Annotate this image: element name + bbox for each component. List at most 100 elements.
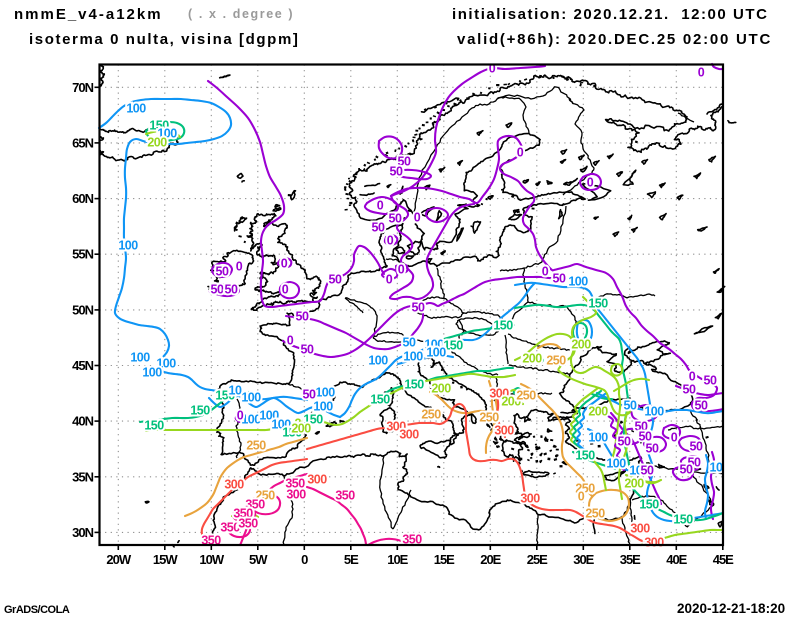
svg-text:0: 0 bbox=[236, 260, 243, 274]
svg-text:150: 150 bbox=[639, 498, 659, 512]
svg-text:5E: 5E bbox=[344, 552, 359, 567]
svg-text:0: 0 bbox=[414, 211, 421, 225]
svg-text:300: 300 bbox=[224, 478, 244, 492]
svg-text:50: 50 bbox=[225, 283, 238, 297]
svg-text:100: 100 bbox=[271, 418, 291, 432]
svg-text:150: 150 bbox=[215, 389, 235, 403]
svg-text:50: 50 bbox=[216, 265, 229, 279]
svg-text:250: 250 bbox=[585, 507, 605, 521]
svg-text:2020-12-21-18:20: 2020-12-21-18:20 bbox=[677, 601, 785, 616]
svg-text:50: 50 bbox=[398, 155, 411, 169]
svg-text:0: 0 bbox=[489, 62, 496, 76]
svg-text:50: 50 bbox=[646, 442, 659, 456]
svg-text:50: 50 bbox=[403, 336, 416, 350]
svg-text:150: 150 bbox=[190, 404, 210, 418]
svg-text:300: 300 bbox=[399, 428, 419, 442]
svg-text:300: 300 bbox=[307, 473, 327, 487]
svg-text:25E: 25E bbox=[527, 552, 548, 567]
svg-text:15W: 15W bbox=[153, 552, 178, 567]
svg-text:250: 250 bbox=[255, 489, 275, 503]
svg-text:50: 50 bbox=[624, 399, 637, 413]
svg-text:100: 100 bbox=[426, 346, 446, 360]
svg-text:0: 0 bbox=[237, 409, 244, 423]
svg-text:100: 100 bbox=[606, 457, 626, 471]
svg-text:0: 0 bbox=[386, 273, 393, 287]
svg-text:50: 50 bbox=[641, 464, 654, 478]
svg-text:50: 50 bbox=[389, 212, 402, 226]
svg-text:50: 50 bbox=[329, 273, 342, 287]
svg-text:50: 50 bbox=[553, 272, 566, 286]
svg-text:150: 150 bbox=[282, 426, 302, 440]
svg-text:100: 100 bbox=[156, 357, 176, 371]
svg-text:50: 50 bbox=[690, 440, 703, 454]
svg-text:50: 50 bbox=[635, 420, 648, 434]
svg-text:200: 200 bbox=[571, 338, 591, 352]
svg-text:100: 100 bbox=[403, 350, 423, 364]
svg-text:300: 300 bbox=[630, 522, 650, 536]
svg-text:45N: 45N bbox=[72, 358, 93, 373]
svg-text:40E: 40E bbox=[666, 552, 687, 567]
svg-text:10E: 10E bbox=[387, 552, 408, 567]
svg-text:150: 150 bbox=[493, 319, 513, 333]
svg-text:50: 50 bbox=[303, 388, 316, 402]
svg-text:45E: 45E bbox=[713, 552, 734, 567]
svg-text:20W: 20W bbox=[106, 552, 131, 567]
svg-text:350: 350 bbox=[335, 489, 355, 503]
svg-text:50: 50 bbox=[688, 456, 701, 470]
svg-text:350: 350 bbox=[220, 521, 240, 535]
svg-text:0: 0 bbox=[671, 431, 678, 445]
svg-text:5W: 5W bbox=[249, 552, 268, 567]
svg-text:200: 200 bbox=[522, 352, 542, 366]
svg-text:100: 100 bbox=[142, 366, 162, 380]
svg-text:150: 150 bbox=[144, 419, 164, 433]
svg-text:50: 50 bbox=[296, 310, 309, 324]
svg-text:100: 100 bbox=[126, 102, 146, 116]
svg-text:100: 100 bbox=[157, 127, 177, 141]
svg-text:10: 10 bbox=[710, 461, 723, 475]
svg-text:0: 0 bbox=[287, 334, 294, 348]
svg-text:( . x . degree ): ( . x . degree ) bbox=[188, 7, 294, 21]
svg-text:150: 150 bbox=[575, 449, 595, 463]
svg-text:300: 300 bbox=[489, 387, 509, 401]
svg-text:0: 0 bbox=[282, 283, 289, 297]
svg-text:0: 0 bbox=[281, 257, 288, 271]
svg-text:0: 0 bbox=[517, 146, 524, 160]
svg-text:50: 50 bbox=[301, 343, 314, 357]
svg-text:50: 50 bbox=[618, 435, 631, 449]
svg-text:50: 50 bbox=[211, 283, 224, 297]
svg-text:60N: 60N bbox=[72, 191, 93, 206]
svg-text:100: 100 bbox=[629, 464, 649, 478]
svg-text:150: 150 bbox=[303, 413, 323, 427]
svg-text:150: 150 bbox=[404, 378, 424, 392]
svg-text:250: 250 bbox=[516, 389, 536, 403]
svg-text:200: 200 bbox=[588, 405, 608, 419]
svg-text:0: 0 bbox=[377, 199, 384, 213]
svg-text:50: 50 bbox=[639, 430, 652, 444]
svg-text:40N: 40N bbox=[72, 414, 93, 429]
svg-text:50: 50 bbox=[390, 165, 403, 179]
svg-text:20: 20 bbox=[295, 417, 308, 431]
svg-text:100: 100 bbox=[368, 354, 388, 368]
svg-text:150: 150 bbox=[149, 119, 169, 133]
svg-text:35E: 35E bbox=[620, 552, 641, 567]
svg-text:0: 0 bbox=[301, 552, 308, 567]
svg-text:50N: 50N bbox=[72, 302, 93, 317]
svg-text:250: 250 bbox=[479, 411, 499, 425]
svg-text:100: 100 bbox=[313, 400, 333, 414]
svg-text:10W: 10W bbox=[199, 552, 224, 567]
svg-text:initialisation: 2020.12.21. 1: initialisation: 2020.12.21. 12:00 UTC bbox=[452, 6, 769, 23]
svg-text:0: 0 bbox=[542, 265, 549, 279]
svg-text:50: 50 bbox=[704, 374, 717, 388]
svg-text:35N: 35N bbox=[72, 469, 93, 484]
svg-text:350: 350 bbox=[238, 517, 258, 531]
svg-text:20E: 20E bbox=[480, 552, 501, 567]
svg-text:100: 100 bbox=[241, 413, 261, 427]
svg-text:300: 300 bbox=[286, 488, 306, 502]
svg-text:150: 150 bbox=[673, 513, 693, 527]
svg-text:150: 150 bbox=[588, 297, 608, 311]
svg-text:300: 300 bbox=[644, 536, 664, 550]
svg-text:350: 350 bbox=[233, 507, 253, 521]
svg-text:70N: 70N bbox=[72, 80, 93, 95]
svg-text:350: 350 bbox=[245, 498, 265, 512]
svg-text:30N: 30N bbox=[72, 525, 93, 540]
